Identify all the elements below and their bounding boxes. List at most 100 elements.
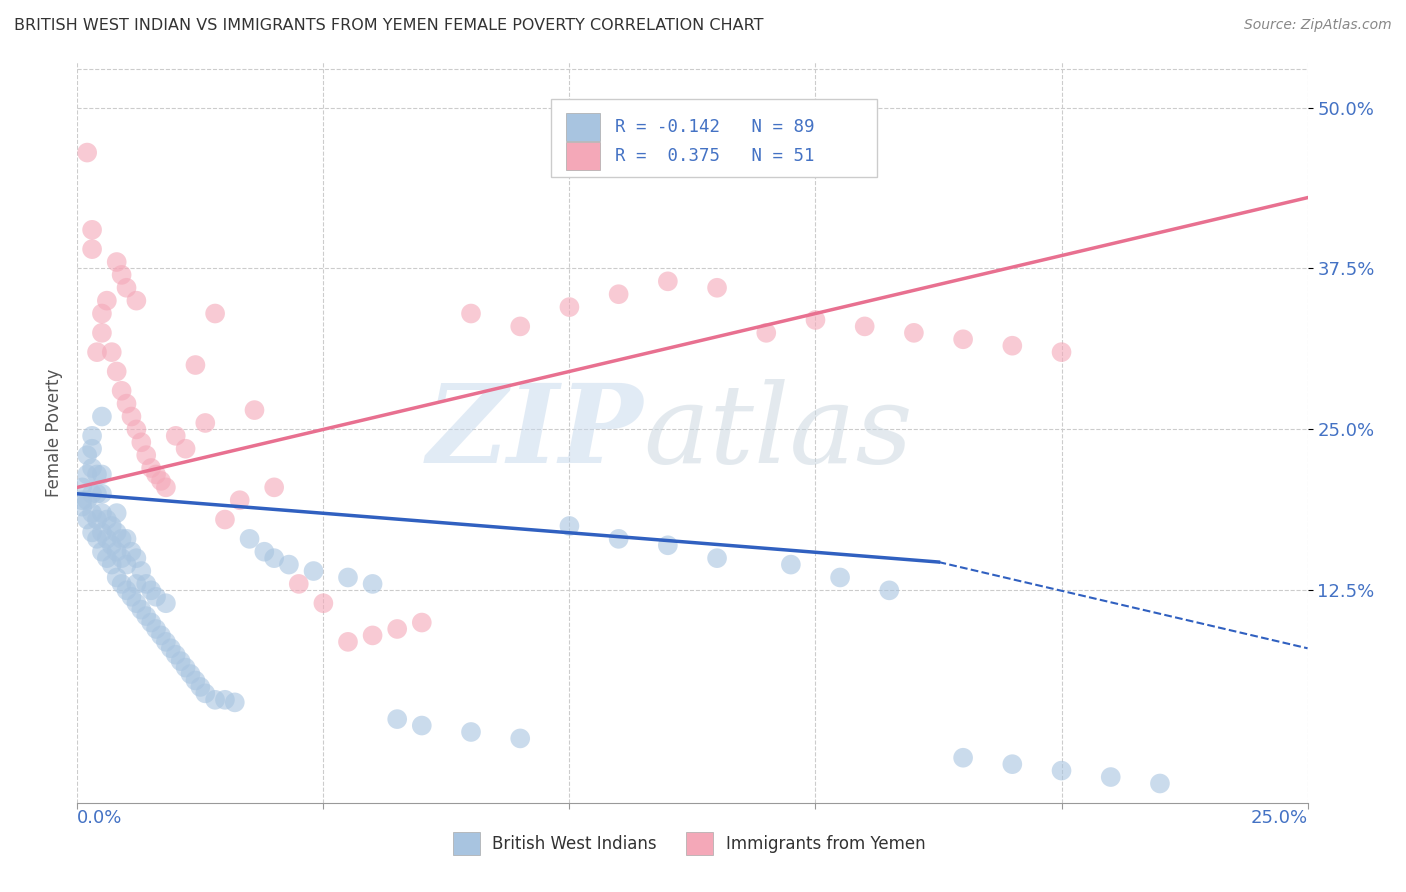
Point xyxy=(188,680,212,694)
Point xyxy=(82,525,104,540)
Point xyxy=(607,532,630,546)
Point xyxy=(125,422,148,436)
Point xyxy=(111,551,132,566)
Point xyxy=(706,281,728,295)
Point xyxy=(96,512,118,526)
Point xyxy=(70,500,93,514)
Point xyxy=(145,467,167,482)
Point xyxy=(312,596,335,610)
Point xyxy=(214,512,236,526)
Point xyxy=(90,326,114,340)
Text: BRITISH WEST INDIAN VS IMMIGRANTS FROM YEMEN FEMALE POVERTY CORRELATION CHART: BRITISH WEST INDIAN VS IMMIGRANTS FROM Y… xyxy=(14,18,763,33)
Point xyxy=(155,635,177,649)
Bar xyxy=(551,99,877,178)
Point xyxy=(90,506,114,520)
Point xyxy=(224,695,246,709)
Point xyxy=(86,487,108,501)
Point xyxy=(90,306,114,320)
Point xyxy=(125,293,148,308)
Point xyxy=(460,725,482,739)
Point xyxy=(70,493,93,508)
Text: R = -0.142   N = 89: R = -0.142 N = 89 xyxy=(614,118,814,136)
Point xyxy=(121,545,143,559)
Point xyxy=(121,409,143,424)
Text: ZIP: ZIP xyxy=(426,379,644,486)
Point xyxy=(228,493,252,508)
Point xyxy=(141,461,163,475)
Point xyxy=(194,416,217,430)
Point xyxy=(115,281,138,295)
Point xyxy=(121,590,143,604)
Point xyxy=(86,467,108,482)
Point xyxy=(82,242,104,256)
Point xyxy=(194,686,217,700)
Point xyxy=(509,731,531,746)
Point xyxy=(337,570,360,584)
Text: R =  0.375   N = 51: R = 0.375 N = 51 xyxy=(614,146,814,165)
Point xyxy=(558,519,581,533)
Point xyxy=(82,442,104,456)
Point xyxy=(86,532,108,546)
Point xyxy=(361,577,384,591)
Point xyxy=(853,319,876,334)
Point xyxy=(204,306,226,320)
Text: 25.0%: 25.0% xyxy=(1250,809,1308,827)
Point xyxy=(90,487,114,501)
Point xyxy=(184,358,207,372)
Point xyxy=(101,558,124,572)
Point xyxy=(86,345,108,359)
Point xyxy=(150,628,173,642)
Point xyxy=(155,480,177,494)
Point xyxy=(165,648,187,662)
Point xyxy=(82,223,104,237)
Point xyxy=(125,596,148,610)
Point xyxy=(96,293,118,308)
Point xyxy=(263,551,285,566)
Point xyxy=(145,590,167,604)
Point xyxy=(135,448,157,462)
Point xyxy=(411,718,433,732)
Point xyxy=(607,287,630,301)
Point xyxy=(111,577,132,591)
Point xyxy=(105,506,128,520)
Point xyxy=(90,467,114,482)
Text: British West Indians: British West Indians xyxy=(492,835,657,853)
Point xyxy=(780,558,803,572)
Point xyxy=(180,667,202,681)
Point xyxy=(111,532,132,546)
Point xyxy=(302,564,325,578)
Point xyxy=(165,429,187,443)
Point xyxy=(101,519,124,533)
Point xyxy=(101,538,124,552)
Point xyxy=(952,750,974,764)
Point xyxy=(657,538,679,552)
Point xyxy=(174,442,197,456)
Point xyxy=(657,274,679,288)
Point xyxy=(145,622,167,636)
Point xyxy=(1149,776,1171,790)
Point xyxy=(76,493,98,508)
Point xyxy=(105,525,128,540)
Point xyxy=(1099,770,1122,784)
Point xyxy=(509,319,531,334)
Point xyxy=(101,345,124,359)
Point xyxy=(385,712,409,726)
Point xyxy=(82,506,104,520)
Point xyxy=(755,326,778,340)
Point xyxy=(385,622,409,636)
Point xyxy=(129,435,153,450)
Point xyxy=(90,525,114,540)
Point xyxy=(150,474,173,488)
Point xyxy=(361,628,384,642)
Point xyxy=(129,564,153,578)
Bar xyxy=(686,832,713,855)
Point xyxy=(105,364,128,378)
Point xyxy=(1001,339,1024,353)
Point xyxy=(141,615,163,630)
Point xyxy=(243,403,266,417)
Point xyxy=(804,313,827,327)
Point xyxy=(70,480,93,494)
Text: 0.0%: 0.0% xyxy=(77,809,122,827)
Point xyxy=(86,512,108,526)
Point xyxy=(90,545,114,559)
